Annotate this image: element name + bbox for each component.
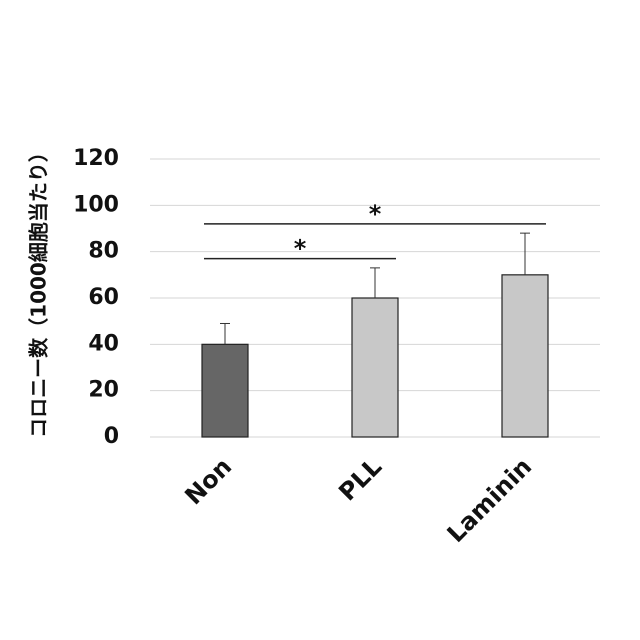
y-tick-label: 120 <box>73 146 119 171</box>
category-label: PLL <box>333 452 387 506</box>
y-tick-label: 0 <box>104 424 119 449</box>
significance-star: * <box>369 200 382 228</box>
category-label: Non <box>179 452 237 510</box>
y-axis-ticks: 0 20 40 60 80 100 120 <box>73 146 119 449</box>
y-tick-label: 100 <box>73 192 119 217</box>
x-axis-categories: Non PLL Laminin <box>179 452 537 548</box>
y-axis-label: コロニー数（1000細胞当たり） <box>27 142 51 438</box>
y-tick-label: 80 <box>88 239 119 264</box>
bars <box>202 275 548 437</box>
y-tick-label: 60 <box>88 285 119 310</box>
significance-star: * <box>294 235 307 263</box>
y-tick-label: 40 <box>88 331 119 356</box>
bar-pll <box>352 298 398 437</box>
bar-laminin <box>502 275 548 437</box>
significance-brackets: ** <box>204 200 546 263</box>
category-label: Laminin <box>442 452 538 548</box>
bar-non <box>202 344 248 437</box>
y-tick-label: 20 <box>88 378 119 403</box>
